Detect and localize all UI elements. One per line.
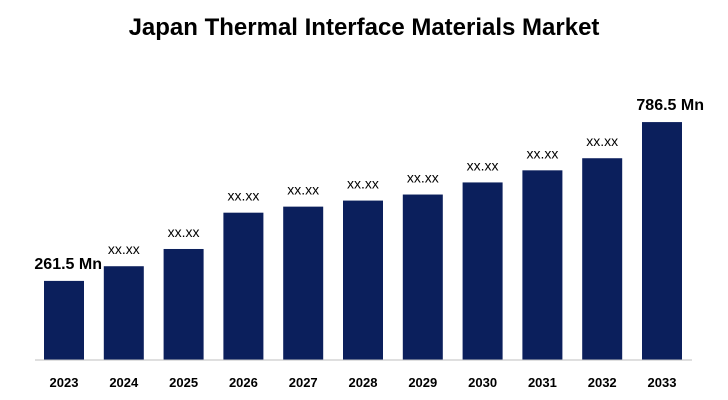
x-tick-label-2032: 2032 [588, 375, 617, 390]
chart-title: Japan Thermal Interface Materials Market [128, 14, 600, 41]
data-label-2026: xx.xx [227, 188, 259, 204]
x-tick-label-2025: 2025 [169, 375, 198, 390]
x-tick-label-2024: 2024 [109, 375, 139, 390]
x-tick-label-2031: 2031 [528, 375, 557, 390]
bar-2025 [163, 248, 204, 360]
bar-2030 [462, 182, 503, 360]
bar-2031 [522, 170, 563, 360]
bar-2033 [642, 122, 682, 361]
data-label-2028: xx.xx [347, 176, 379, 192]
data-label-2032: xx.xx [586, 133, 618, 149]
bar-2023 [44, 280, 84, 360]
bar-2028 [343, 200, 383, 360]
data-label-2024: xx.xx [108, 241, 140, 257]
data-label-2030: xx.xx [467, 157, 499, 173]
x-tick-label-2029: 2029 [408, 375, 437, 390]
data-label-2027: xx.xx [287, 182, 319, 198]
bar-2024 [103, 266, 144, 360]
data-label-2025: xx.xx [168, 224, 200, 240]
bar-2027 [283, 206, 324, 360]
x-tick-label-2023: 2023 [50, 375, 79, 390]
x-tick-label-2027: 2027 [289, 375, 318, 390]
data-label-2031: xx.xx [526, 145, 558, 161]
data-label-2033: 786.5 Mn [636, 97, 704, 114]
bars-layer [44, 122, 682, 361]
bar-2032 [582, 158, 623, 360]
bar-2026 [223, 212, 264, 360]
bar-2029 [402, 194, 443, 360]
x-tick-label-2033: 2033 [648, 375, 677, 390]
x-tick-label-2026: 2026 [229, 375, 258, 390]
x-tick-labels: 2023 2024 2025 2026 2027 2028 2029 2030 2031 2032… [50, 375, 677, 390]
data-label-2023: 261.5 Mn [34, 256, 102, 273]
data-label-2029: xx.xx [407, 170, 439, 186]
x-tick-label-2028: 2028 [349, 375, 378, 390]
labels-layer: 261.5 Mn xx.xx xx.xx xx.xx xx.xx xx.xx xx.xx xx… [34, 97, 704, 273]
x-tick-label-2030: 2030 [468, 375, 497, 390]
